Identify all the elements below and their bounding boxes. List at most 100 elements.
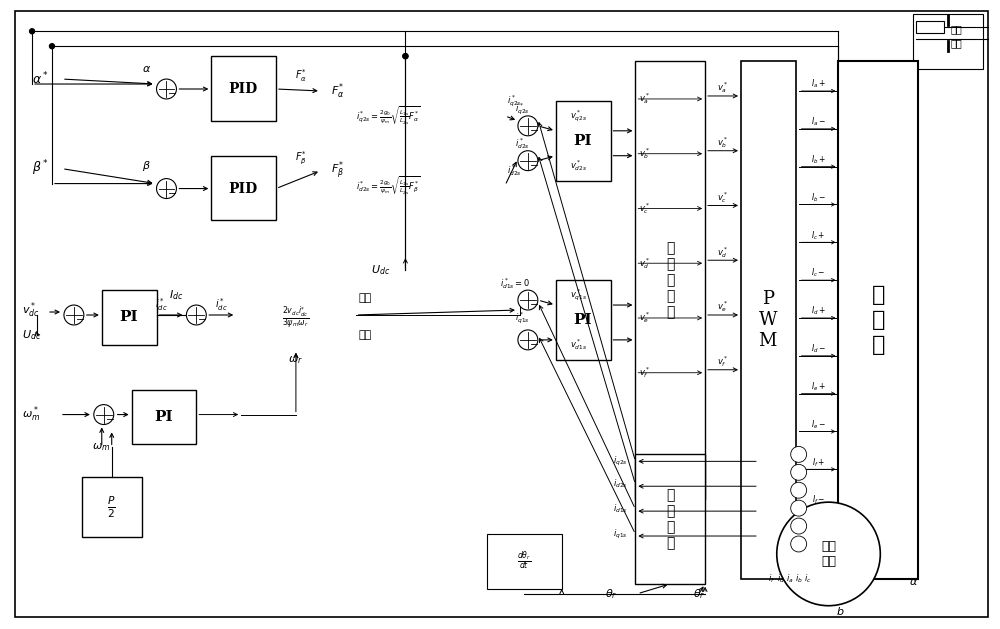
Text: $i_b$: $i_b$ bbox=[795, 572, 803, 585]
Text: $i_a$: $i_a$ bbox=[786, 572, 793, 585]
Bar bbox=[132, 390, 196, 445]
Text: $v_{d1s}^*$: $v_{d1s}^*$ bbox=[570, 337, 587, 352]
Text: $v_a^*$: $v_a^*$ bbox=[717, 81, 729, 96]
Text: 坐
标
逆
变
换: 坐 标 逆 变 换 bbox=[666, 241, 674, 320]
Text: $v_d^*$: $v_d^*$ bbox=[639, 256, 650, 270]
Circle shape bbox=[157, 179, 176, 199]
Text: $v_b^*$: $v_b^*$ bbox=[717, 135, 729, 150]
Bar bbox=[102, 290, 157, 345]
Text: 母线: 母线 bbox=[950, 39, 962, 48]
Text: $v_{q1s}^*$: $v_{q1s}^*$ bbox=[570, 287, 587, 303]
Text: $I_b+$: $I_b+$ bbox=[811, 153, 826, 166]
Bar bbox=[916, 21, 944, 33]
Text: $i_{dc}^*$: $i_{dc}^*$ bbox=[215, 297, 228, 313]
Text: $F_{\alpha}^{*}$: $F_{\alpha}^{*}$ bbox=[295, 68, 307, 84]
Circle shape bbox=[157, 79, 176, 99]
Text: P
W
M: P W M bbox=[759, 290, 777, 350]
Text: $i_d$: $i_d$ bbox=[777, 572, 785, 585]
Text: PID: PID bbox=[229, 82, 258, 96]
Circle shape bbox=[518, 290, 538, 310]
Text: $I_f+$: $I_f+$ bbox=[812, 456, 825, 469]
Bar bbox=[321, 56, 505, 255]
Text: 多相
电机: 多相 电机 bbox=[821, 540, 836, 568]
Text: $F_{\alpha}^{*}$: $F_{\alpha}^{*}$ bbox=[331, 81, 344, 101]
Bar bbox=[236, 285, 356, 350]
Circle shape bbox=[791, 482, 807, 498]
Text: $v_{d2s}^*$: $v_{d2s}^*$ bbox=[570, 159, 587, 173]
Text: $i_{d1s}$: $i_{d1s}$ bbox=[613, 503, 627, 515]
Text: $I_f-$: $I_f-$ bbox=[812, 494, 825, 506]
Text: $\frac{d\theta_r}{dt}$: $\frac{d\theta_r}{dt}$ bbox=[517, 550, 531, 572]
Bar bbox=[635, 454, 705, 584]
Text: $i_{dc}^*$: $i_{dc}^*$ bbox=[155, 297, 168, 313]
Text: $i_{d2s}$: $i_{d2s}$ bbox=[613, 478, 627, 491]
Text: $i_f$: $i_f$ bbox=[768, 572, 775, 585]
Circle shape bbox=[403, 53, 408, 58]
Text: $\omega_r$: $\omega_r$ bbox=[288, 354, 303, 365]
Text: $v_c^*$: $v_c^*$ bbox=[639, 201, 650, 216]
Circle shape bbox=[518, 151, 538, 170]
Text: $i_{q1s}$: $i_{q1s}$ bbox=[613, 528, 627, 540]
Text: $i_c$: $i_c$ bbox=[804, 572, 811, 585]
Bar bbox=[556, 101, 611, 181]
Circle shape bbox=[30, 29, 35, 34]
Text: $i_{q2s}^*$: $i_{q2s}^*$ bbox=[507, 93, 521, 109]
Text: $U_{dc}$: $U_{dc}$ bbox=[371, 264, 390, 277]
Circle shape bbox=[791, 536, 807, 552]
Text: $\theta_r$: $\theta_r$ bbox=[605, 587, 618, 601]
Text: $\beta^*$: $\beta^*$ bbox=[32, 159, 49, 179]
Text: $\alpha$: $\alpha$ bbox=[909, 577, 918, 587]
Text: $I_e-$: $I_e-$ bbox=[811, 418, 826, 431]
Bar bbox=[913, 14, 983, 69]
Text: $\omega_m^*$: $\omega_m^*$ bbox=[22, 404, 40, 425]
Bar bbox=[211, 156, 276, 220]
Text: $I_e+$: $I_e+$ bbox=[811, 381, 826, 393]
Text: $\frac{P}{2}$: $\frac{P}{2}$ bbox=[107, 494, 116, 520]
Circle shape bbox=[518, 330, 538, 350]
Text: PID: PID bbox=[229, 182, 258, 196]
Text: $v_c^*$: $v_c^*$ bbox=[717, 190, 729, 205]
Text: $I_d-$: $I_d-$ bbox=[811, 343, 826, 355]
Text: $v_a^*$: $v_a^*$ bbox=[639, 91, 650, 106]
Circle shape bbox=[64, 305, 84, 325]
Text: 直流: 直流 bbox=[950, 25, 962, 34]
Circle shape bbox=[791, 500, 807, 516]
Bar bbox=[20, 16, 846, 611]
Text: $i_{d2s}^*$: $i_{d2s}^*$ bbox=[507, 163, 521, 178]
Bar bbox=[82, 477, 142, 537]
Text: $i_{d2s}^{*}=\frac{2g_0}{\psi_m}\sqrt{\frac{L_{1s}}{L_{2s}}F_{\beta}^{*}}$: $i_{d2s}^{*}=\frac{2g_0}{\psi_m}\sqrt{\f… bbox=[356, 174, 420, 197]
Text: PI: PI bbox=[573, 313, 592, 327]
Bar bbox=[838, 61, 918, 579]
Text: $\frac{2v_{dc}i_{dc}^{*}}{3\psi_m\omega_r}$: $\frac{2v_{dc}i_{dc}^{*}}{3\psi_m\omega_… bbox=[282, 306, 309, 330]
Text: $F_{\beta}^{*}$: $F_{\beta}^{*}$ bbox=[295, 150, 307, 167]
Bar bbox=[635, 61, 705, 499]
Text: $i_{d2s}^*$: $i_{d2s}^*$ bbox=[515, 136, 529, 151]
Text: $I_a-$: $I_a-$ bbox=[811, 116, 826, 128]
Circle shape bbox=[403, 53, 408, 58]
Circle shape bbox=[791, 447, 807, 462]
Bar bbox=[211, 56, 276, 121]
Text: $v_b^*$: $v_b^*$ bbox=[639, 147, 650, 161]
Text: PI: PI bbox=[154, 409, 173, 423]
Text: 坐
标
变
换: 坐 标 变 换 bbox=[666, 488, 674, 550]
Text: $i_{q2s}^*$: $i_{q2s}^*$ bbox=[515, 101, 529, 116]
Text: PI: PI bbox=[573, 134, 592, 148]
Text: $\alpha$: $\alpha$ bbox=[142, 64, 151, 74]
Text: 变
流
器: 变 流 器 bbox=[872, 284, 885, 357]
Text: 充电: 充电 bbox=[359, 330, 372, 340]
Text: 放电: 放电 bbox=[359, 293, 372, 303]
Circle shape bbox=[518, 116, 538, 136]
Text: $b$: $b$ bbox=[836, 604, 845, 616]
Text: $\beta$: $\beta$ bbox=[142, 159, 151, 172]
Text: $i_{q2s}$: $i_{q2s}$ bbox=[613, 455, 627, 468]
Circle shape bbox=[49, 43, 54, 48]
Text: $\omega_m$: $\omega_m$ bbox=[92, 442, 110, 454]
Text: $v_f^*$: $v_f^*$ bbox=[639, 365, 650, 380]
Circle shape bbox=[791, 464, 807, 481]
Text: $F_{\beta}^{*}$: $F_{\beta}^{*}$ bbox=[331, 160, 344, 182]
Text: $i_{d1s}^*=0$: $i_{d1s}^*=0$ bbox=[500, 276, 530, 291]
Text: $v_d^*$: $v_d^*$ bbox=[717, 245, 729, 260]
Text: $I_d+$: $I_d+$ bbox=[811, 305, 826, 317]
Text: $U_{dc}$: $U_{dc}$ bbox=[22, 328, 41, 342]
Text: $I_a+$: $I_a+$ bbox=[811, 78, 826, 91]
